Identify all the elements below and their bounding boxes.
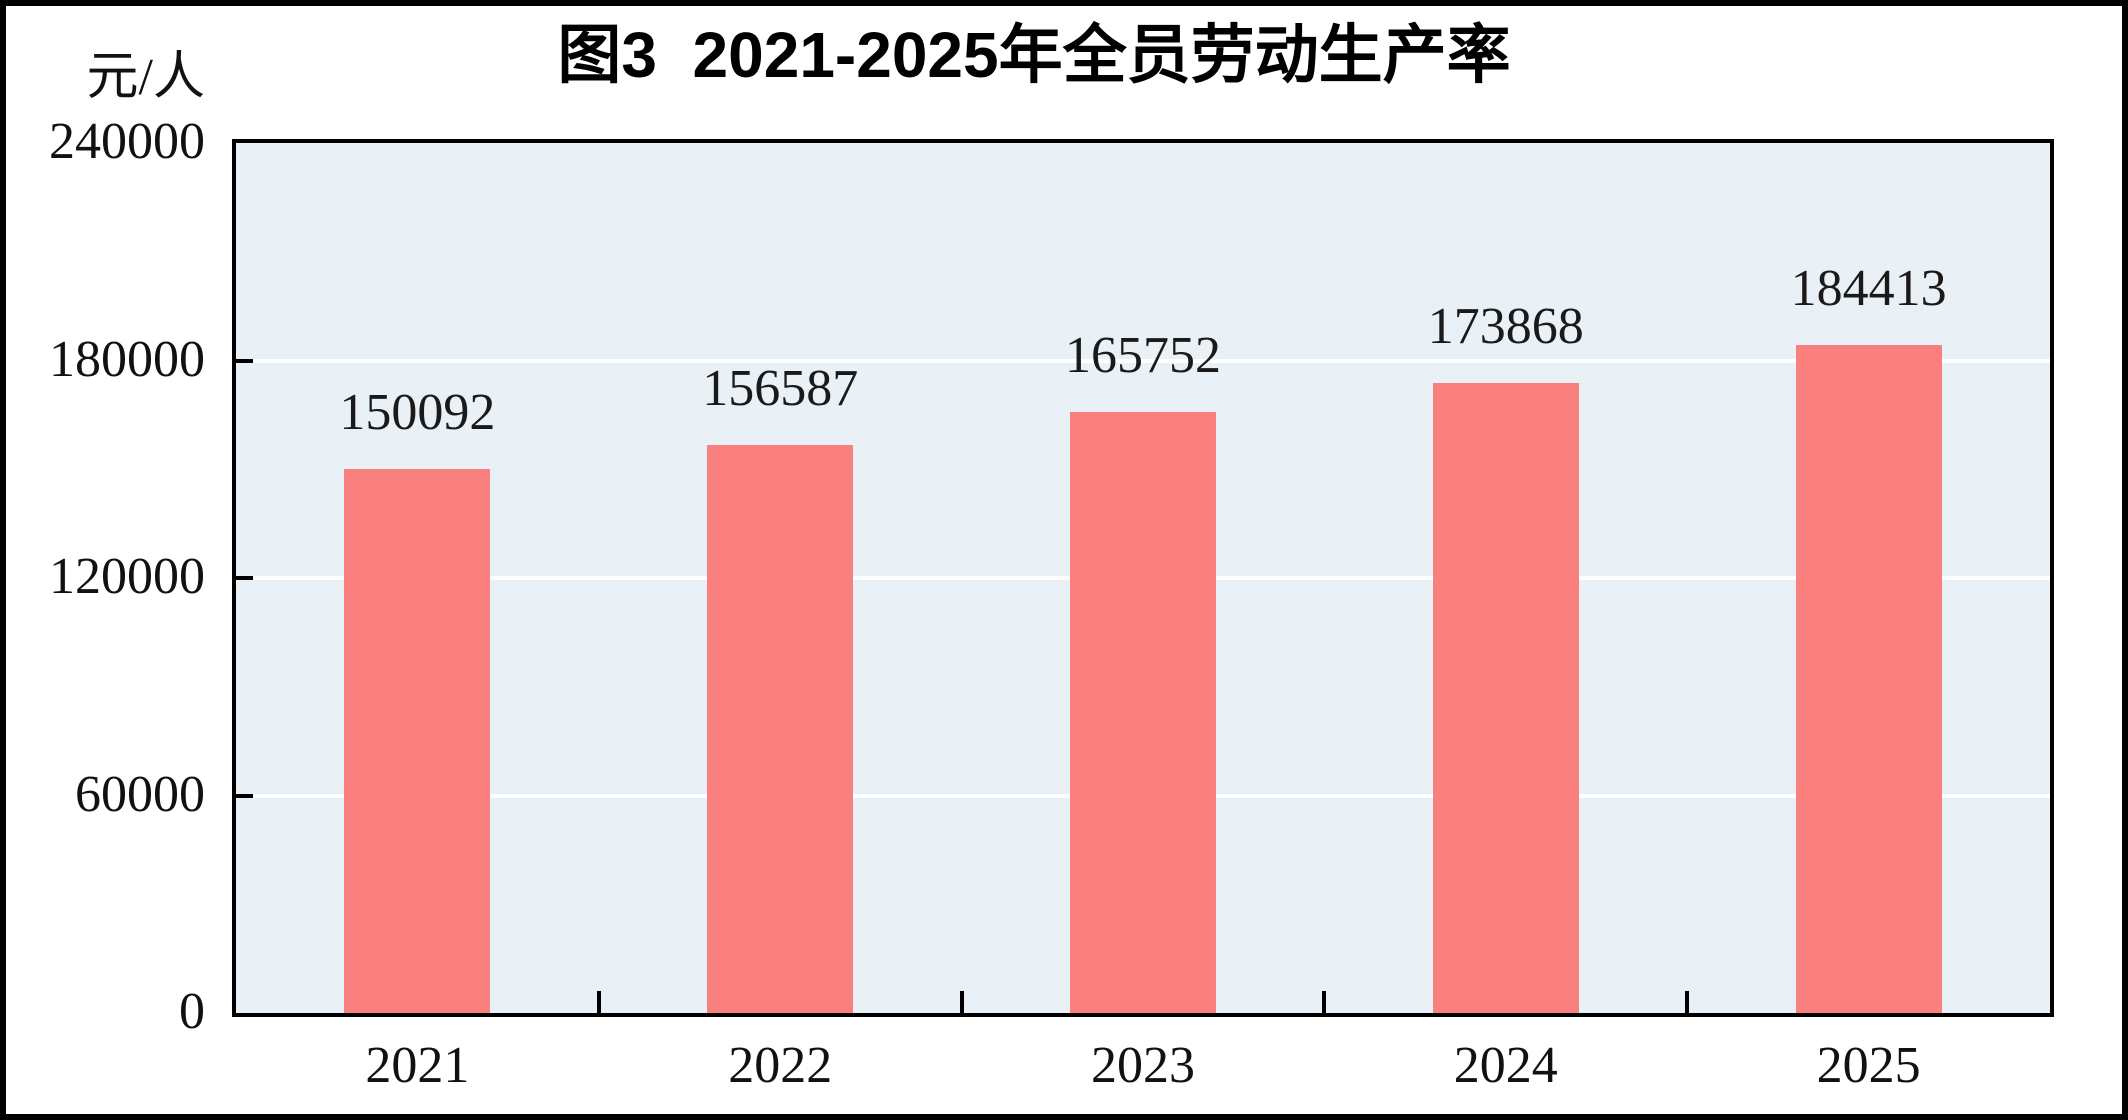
x-axis-tick-label: 2024 — [1453, 1037, 1558, 1094]
bar-2024 — [1432, 382, 1579, 1013]
y-axis-tick-label: 120000 — [49, 548, 205, 605]
y-axis-tick-mark — [236, 358, 253, 363]
x-axis-tick-mark — [596, 991, 601, 1013]
y-axis-tick-mark — [236, 793, 253, 798]
x-axis-tick-mark — [1685, 991, 1690, 1013]
x-axis-tick-label: 2022 — [728, 1037, 833, 1094]
x-axis-tick-mark — [959, 991, 964, 1013]
y-axis-tick-label: 0 — [179, 983, 205, 1040]
x-axis-tick-label: 2021 — [365, 1037, 470, 1094]
bar-value-label: 173868 — [1427, 297, 1584, 355]
bar-2021 — [344, 468, 491, 1013]
y-axis-tick-mark — [236, 576, 253, 580]
y-axis-tick-label: 180000 — [49, 330, 205, 388]
y-axis-tick-label: 240000 — [49, 113, 205, 170]
gridline — [236, 358, 2050, 363]
x-axis-tick-label: 2023 — [1091, 1037, 1195, 1094]
y-axis-unit-label: 元/人 — [86, 49, 205, 106]
bar-2023 — [1070, 412, 1216, 1013]
x-axis-tick-mark — [1322, 991, 1327, 1013]
bar-2022 — [707, 445, 854, 1013]
x-axis-tick-label: 2025 — [1816, 1037, 1921, 1094]
bar-value-label: 156587 — [702, 360, 859, 418]
bar-value-label: 184413 — [1790, 259, 1947, 317]
chart-title: 图3 2021-2025年全员劳动生产率 — [557, 19, 1511, 91]
bar-value-label: 150092 — [339, 383, 496, 441]
bar-2025 — [1795, 344, 1942, 1013]
bar-value-label: 165752 — [1065, 327, 1221, 385]
plot-area: 150092 156587 165752 173868 184413 — [232, 139, 2054, 1017]
y-axis-tick-label: 60000 — [75, 765, 205, 823]
